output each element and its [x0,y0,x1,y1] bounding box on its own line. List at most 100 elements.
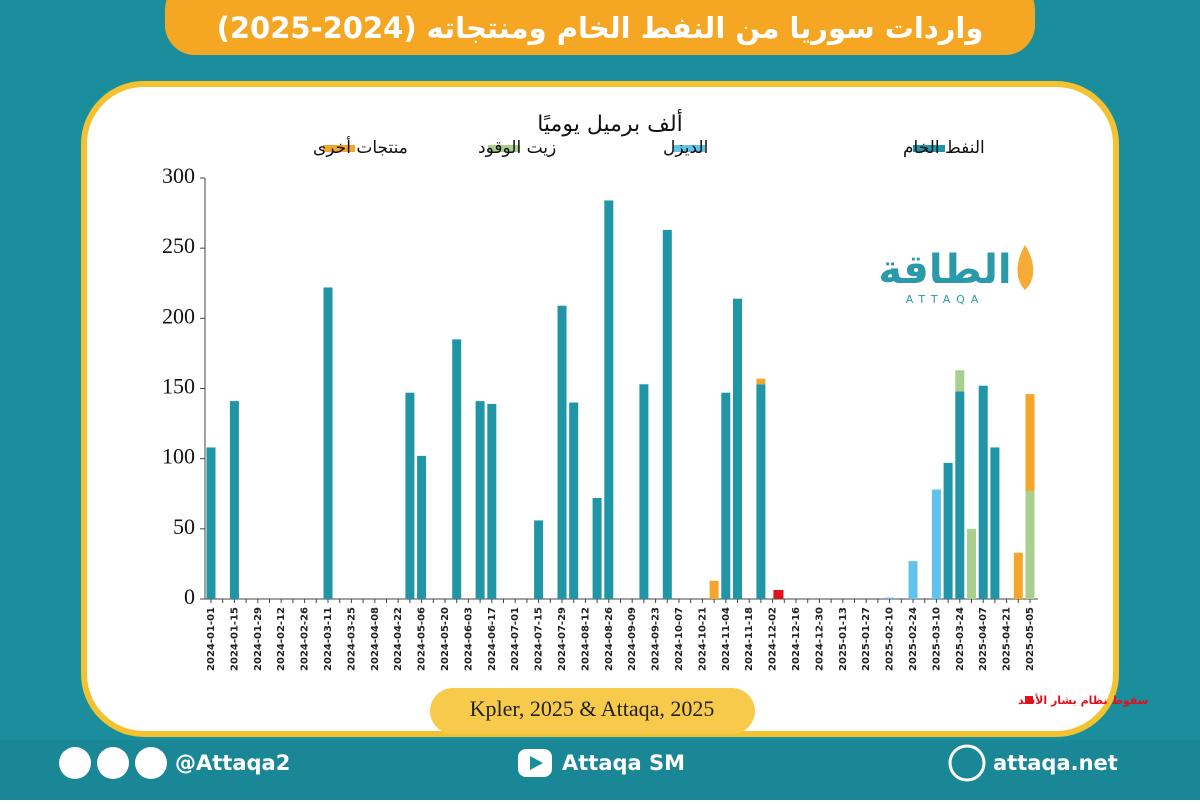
x-tick-label: 2024-02-12 [276,607,287,671]
logo: الطاقة ATTAQA [878,245,1034,306]
source-pill [430,688,755,734]
footer-website: attaqa.net [993,751,1118,775]
x-tick-label: 2024-11-04 [721,607,732,671]
x-tick-label: 2025-02-10 [885,607,896,671]
x-tick-label: 2024-06-03 [463,607,474,671]
bar [405,392,415,599]
x-tick-label: 2025-01-13 [838,607,849,671]
x-tick-label: 2024-03-11 [323,607,334,671]
x-tick-label: 2024-12-16 [791,607,802,671]
x-tick-label: 2024-01-15 [229,607,240,671]
bar [955,370,965,392]
x-tick-label: 2024-07-01 [510,607,521,671]
x-tick-label: 2025-04-21 [1002,607,1013,671]
bar [931,489,941,599]
y-tick-label: 0 [184,584,195,609]
bar [417,455,427,599]
x-tick-label: 2024-09-23 [651,607,662,671]
annotation-marker [1025,696,1033,704]
bar [1013,552,1023,599]
bar [943,462,953,599]
footer: @Attaqa2 Attaqa SM attaqa.net [59,744,1118,782]
bar [569,402,579,599]
y-tick-label: 100 [162,444,195,469]
x-tick-label: 2025-01-27 [861,607,872,671]
icon-play [530,756,543,770]
x-tick-label: 2024-07-15 [534,607,545,671]
bar [592,497,602,599]
legend-label: منتجات أخرى [313,136,408,158]
bar [557,305,567,599]
y-tick-label: 50 [173,514,195,539]
icon-instagram [97,747,129,779]
x-tick-label: 2024-03-25 [346,607,357,671]
y-tick-label: 150 [162,374,195,399]
bar [452,339,462,599]
icon-x [59,747,91,779]
x-tick-label: 2024-05-20 [440,607,451,671]
x-tick-label: 2024-02-26 [300,607,311,671]
legend-swatch [323,145,355,152]
bar [721,392,731,599]
bar [475,401,485,599]
bar [756,384,766,599]
bar [978,385,988,599]
x-tick-label: 2025-02-24 [908,607,919,671]
chart-title: واردات سوريا من النفط الخام ومنتجاته (20… [217,11,984,45]
x-tick-label: 2025-05-05 [1025,607,1036,671]
footer-youtube: Attaqa SM [562,751,685,775]
legend-swatch [913,145,945,152]
x-tick-label: 2024-12-02 [768,607,779,671]
bar [908,561,918,599]
bar [885,597,895,599]
source: Kpler, 2025 & Attaqa, 2025 [470,696,715,721]
x-tick-label: 2024-12-30 [814,607,825,671]
annotation: سقوط نظام بشار الأسد [1018,693,1149,707]
y-tick-label: 200 [162,303,195,328]
bar [534,520,544,599]
event-marker [773,590,784,599]
legend-label: الديزل [663,138,708,158]
bar [639,384,649,599]
x-tick-label: 2025-03-24 [955,607,966,671]
x-tick-label: 2024-09-09 [627,607,638,671]
logo-drop [1017,245,1034,290]
icon-globe [948,744,986,782]
x-tick-label: 2024-01-29 [253,607,264,671]
title-banner [165,0,1035,55]
bar [967,528,976,599]
x-tick-label: 2024-11-18 [744,607,755,671]
bar [323,287,333,599]
y-tick-label: 250 [162,233,195,258]
legend-label: زيت الوقود [478,138,556,158]
x-tick-label: 2024-10-07 [674,607,685,671]
footer-band [0,740,1200,800]
y-tick-label: 300 [162,163,195,188]
icon-facebook [135,747,167,779]
legend-label: النفط الخام [903,138,985,158]
bar [733,298,742,599]
footer-social: @Attaqa2 [175,751,290,775]
bar [756,378,766,385]
logo-name: الطاقة [878,247,1011,293]
x-tick-label: 2024-08-12 [580,607,591,671]
x-tick-label: 2024-04-22 [393,607,404,671]
bar [1025,490,1035,599]
x-tick-label: 2024-04-08 [370,607,381,671]
x-tick-label: 2025-03-10 [931,607,942,671]
bar [955,391,965,599]
x-tick-label: 2024-05-06 [417,607,428,671]
y-axis-label: ألف برميل يوميًا [537,109,683,137]
bar [1025,394,1035,491]
bar [709,580,719,599]
bar [229,401,239,599]
bar [206,447,216,599]
x-tick-label: 2024-08-26 [604,607,615,671]
x-tick-label: 2024-01-01 [206,607,217,671]
bar [487,403,497,599]
x-tick-label: 2024-07-29 [557,607,568,671]
logo-subname: ATTAQA [906,293,985,306]
bar [662,229,672,599]
bar [604,200,614,599]
